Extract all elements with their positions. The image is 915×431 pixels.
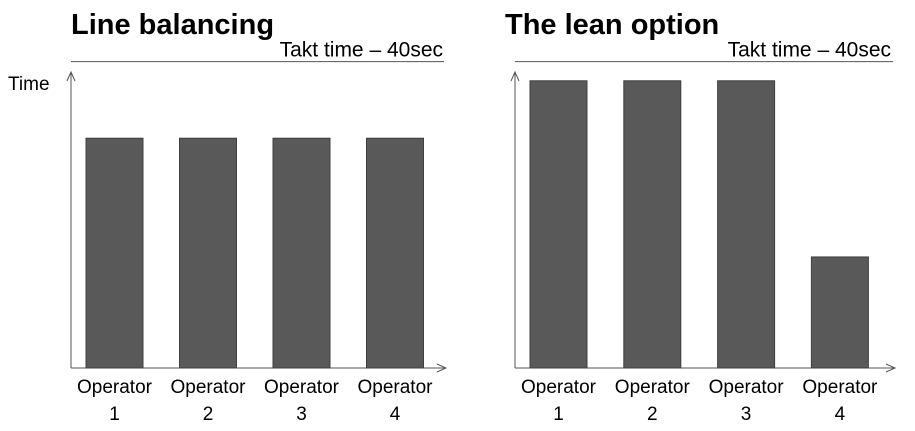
chart-1-bar-operator-4 [366, 137, 424, 369]
chart-1-tick-label-operator-4: Operator 4 [358, 377, 434, 425]
chart-1-x-axis-arrow-icon [436, 363, 448, 373]
chart-2-tick-label-operator-1: Operator 1 [521, 377, 597, 425]
chart-1-tick-label-operator-2: Operator 2 [171, 377, 247, 425]
chart-2-bar-operator-1 [529, 80, 588, 369]
chart-2-title: The lean option [505, 9, 719, 41]
chart-2-bar-operator-4 [810, 256, 869, 369]
chart-1-tick-label-operator-3: Operator 3 [264, 377, 340, 425]
chart-2-tick-label-operator-3: Operator 3 [709, 377, 785, 425]
chart-1-bar-operator-1 [85, 137, 144, 369]
chart-1-title: Line balancing [71, 9, 274, 41]
chart-2-x-axis-arrow-icon [885, 363, 897, 373]
chart-1-takt-time-label: Takt time – 40sec [280, 39, 443, 62]
chart-2-bar-operator-2 [623, 80, 682, 369]
chart-2-y-axis-arrow-icon [510, 70, 520, 82]
chart-2-bar-operator-3 [717, 80, 776, 369]
chart-1-y-axis-label: Time [8, 74, 50, 95]
chart-1-y-axis-arrow-icon [66, 70, 76, 82]
chart-2-takt-time-label: Takt time – 40sec [728, 39, 891, 62]
chart-1-bar-operator-2 [179, 137, 237, 369]
chart-2-tick-label-operator-2: Operator 2 [615, 377, 691, 425]
chart-1-tick-label-operator-1: Operator 1 [77, 377, 153, 425]
chart-1-bar-operator-3 [272, 137, 331, 369]
chart-2-tick-label-operator-4: Operator 4 [802, 377, 878, 425]
